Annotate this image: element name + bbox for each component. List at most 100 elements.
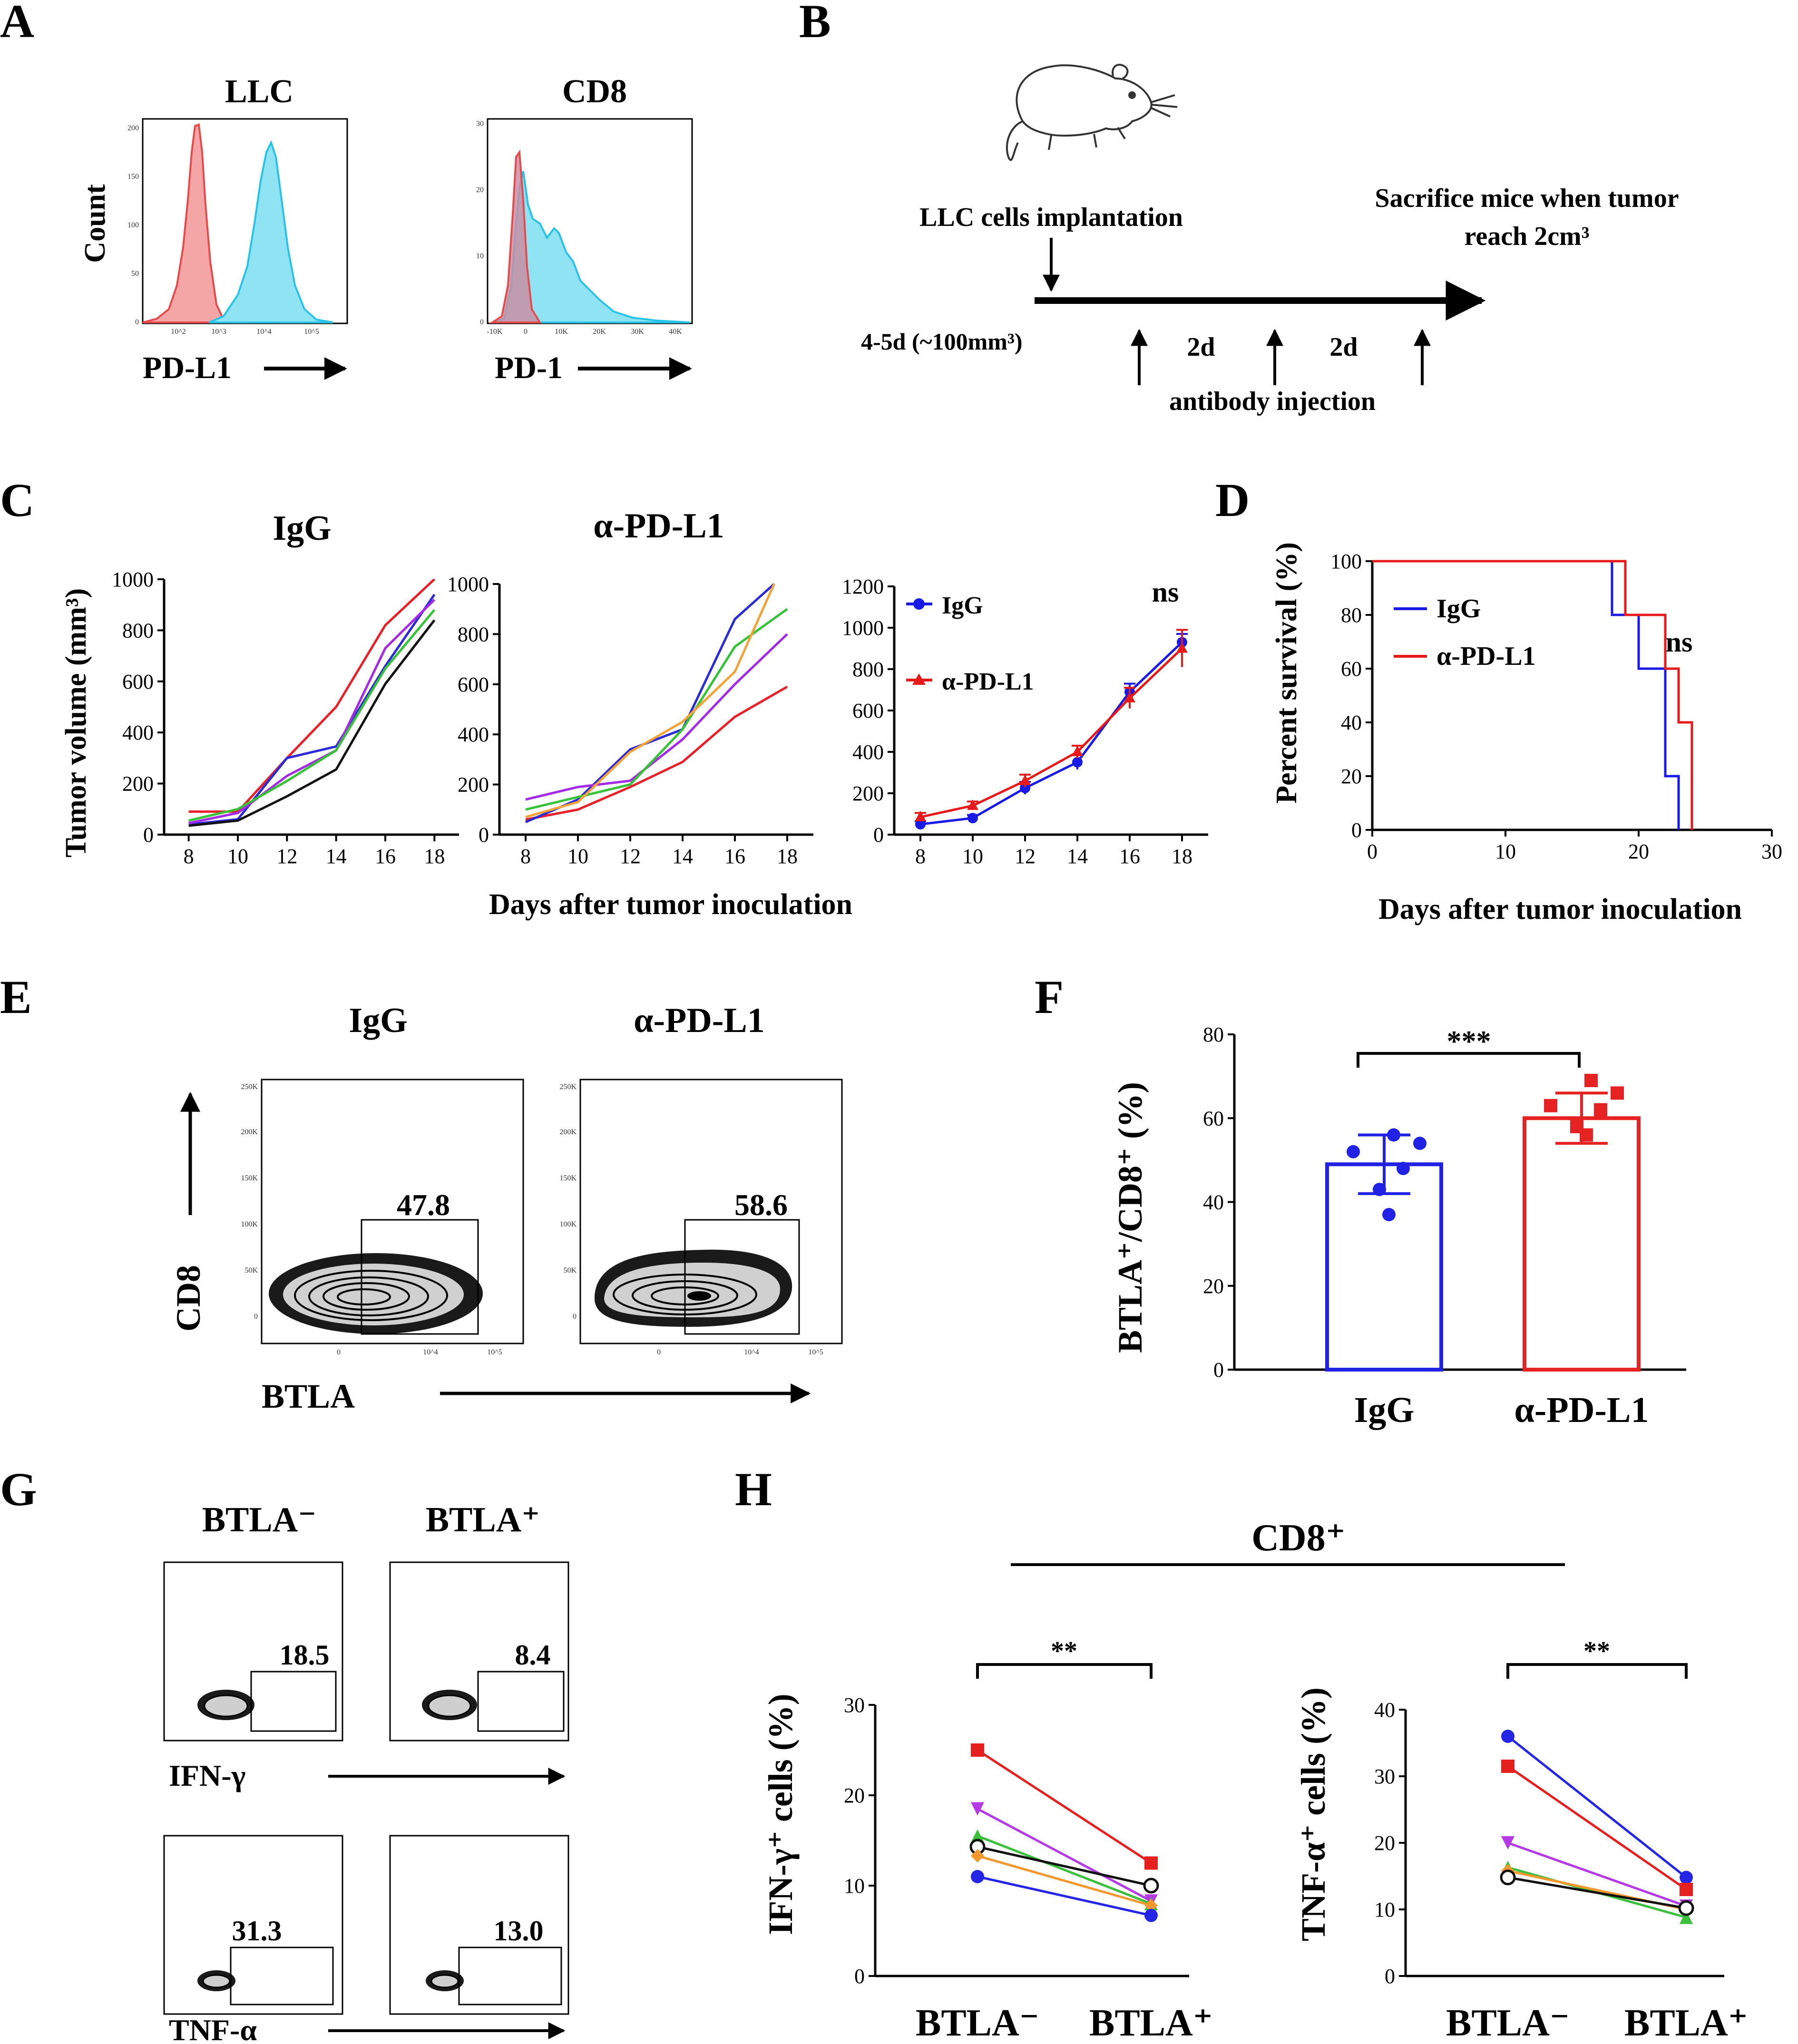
g-ifn-neg-frame bbox=[163, 1561, 343, 1742]
data-point bbox=[1124, 691, 1135, 702]
y-tick-label: 400 bbox=[122, 721, 154, 744]
paired-line-3 bbox=[1507, 1841, 1687, 1908]
y-tick-label: 80 bbox=[1203, 1023, 1224, 1046]
growth-line-3 bbox=[525, 633, 788, 801]
panel-letter-h: H bbox=[735, 1463, 772, 1516]
chart-h-tnf: 0 10 20 30 40 BTLA⁻ BTLA⁺ bbox=[1374, 1698, 1748, 2044]
data-point bbox=[1387, 1128, 1400, 1142]
data-point bbox=[971, 1870, 984, 1883]
data-point bbox=[915, 811, 926, 822]
llc-y-ticks: 0 50 100 150 200 bbox=[127, 124, 139, 326]
y-tick-label: 40 bbox=[1203, 1191, 1224, 1214]
data-point bbox=[1680, 1910, 1693, 1924]
chart-c-pdl1: 0 200 400 600 800 1000 8 10 12 14 16 18 bbox=[447, 573, 813, 868]
e-ytick: 200K bbox=[559, 1128, 577, 1136]
g-tnf-pos-frame bbox=[389, 1835, 569, 2015]
endpoint-line2: reach 2cm³ bbox=[1465, 222, 1590, 251]
g-ifn-pos-frame bbox=[389, 1561, 569, 1742]
cd8-ytick: 0 bbox=[480, 318, 484, 326]
chart-c-igg: 0 200 400 600 800 1000 8 10 12 14 16 18 bbox=[112, 568, 459, 868]
growth-line-4 bbox=[525, 608, 788, 811]
tumor-volume-ylabel: Tumor volume (mm³) bbox=[60, 588, 92, 857]
panel-letter-d: D bbox=[1215, 474, 1250, 526]
x-tick-label: 10 bbox=[567, 845, 588, 868]
data-point bbox=[1373, 1183, 1386, 1197]
h-left-sig-bracket bbox=[976, 1663, 1153, 1679]
interval-2: 2d bbox=[1329, 332, 1358, 362]
data-point bbox=[915, 819, 926, 830]
data-point bbox=[1584, 1073, 1598, 1087]
data-point bbox=[1019, 774, 1031, 785]
y-tick-label: 0 bbox=[1351, 818, 1362, 842]
data-point bbox=[1072, 757, 1083, 768]
pdl1-subtitle: α-PD-L1 bbox=[593, 506, 724, 545]
panel-h: CD8⁺ IFN-γ⁺ cells (%) TNF-α⁺ cells (%) 0… bbox=[762, 1517, 1748, 2044]
e-xtick: 0 bbox=[657, 1348, 661, 1356]
paired-line-6 bbox=[977, 1875, 1152, 1917]
data-point bbox=[1144, 1898, 1158, 1912]
e-pdl1-contour bbox=[595, 1249, 792, 1327]
endpoint-line1: Sacrifice mice when tumor bbox=[1375, 184, 1679, 213]
y-tick-label: 1200 bbox=[842, 575, 884, 598]
x-tick-label: 14 bbox=[326, 845, 347, 868]
e-xtick: 10^4 bbox=[744, 1348, 759, 1356]
f-ylabel: BTLA⁺/CD8⁺ (%) bbox=[1111, 1082, 1149, 1353]
e-ytick: 200K bbox=[241, 1128, 258, 1136]
growth-line-1 bbox=[525, 685, 788, 821]
y-tick-label: 60 bbox=[1203, 1107, 1224, 1130]
h-right-sig-bracket bbox=[1506, 1663, 1688, 1679]
g-ifn-pos-contour-inner bbox=[428, 1694, 471, 1717]
data-point bbox=[1501, 1730, 1515, 1743]
e-xtick: 10^5 bbox=[487, 1348, 502, 1356]
g-title-neg: BTLA⁻ bbox=[202, 1500, 317, 1539]
growth-line-4 bbox=[188, 609, 436, 822]
paired-line-1 bbox=[1507, 1735, 1687, 1879]
data-point bbox=[1500, 1869, 1516, 1886]
survival-curve-α-PD-L1 bbox=[1372, 560, 1693, 830]
e-cd8-ylabel: CD8 bbox=[169, 1265, 207, 1332]
category-label: BTLA⁻ bbox=[916, 2002, 1039, 2044]
data-point bbox=[1347, 1145, 1360, 1158]
y-tick-label: 10 bbox=[1374, 1898, 1395, 1921]
y-tick-label: 0 bbox=[854, 1965, 865, 1988]
cd8-y-ticks: 0 10 20 30 bbox=[476, 120, 484, 326]
cd8-ytick: 20 bbox=[476, 186, 484, 194]
g-tnf-neg-gate bbox=[230, 1947, 334, 2005]
cd8-title: CD8 bbox=[562, 73, 627, 110]
e-pdl1-x-ticks: 0 10^4 10^5 bbox=[657, 1348, 823, 1356]
data-point bbox=[1413, 1137, 1427, 1150]
y-tick-label: 0 bbox=[873, 823, 884, 847]
d-ns: ns bbox=[1666, 626, 1693, 658]
pdl1-xlabel: PD-L1 bbox=[143, 350, 232, 385]
panel-a: LLC CD8 Count 0 50 100 150 200 10^2 10^3… bbox=[79, 73, 693, 385]
data-point bbox=[1020, 783, 1030, 794]
y-tick-label: 30 bbox=[844, 1694, 865, 1717]
legend-marker-igg bbox=[913, 598, 925, 610]
g-tnf-pos-contour-inner bbox=[430, 1974, 459, 1988]
e-ytick: 150K bbox=[559, 1174, 577, 1182]
y-tick-label: 20 bbox=[1203, 1275, 1224, 1298]
legend-marker-pdl1 bbox=[912, 673, 926, 685]
data-point bbox=[1594, 1103, 1607, 1117]
g-tnf-neg-frame bbox=[163, 1835, 343, 2015]
h-left-sig: ** bbox=[1051, 1636, 1077, 1666]
e-igg-x-ticks: 0 10^4 10^5 bbox=[337, 1348, 502, 1356]
y-tick-label: 600 bbox=[122, 670, 154, 693]
mean-line-circle bbox=[920, 641, 1183, 826]
y-tick-label: 40 bbox=[1341, 711, 1362, 734]
chart-h-ifn: 0 10 20 30 BTLA⁻ BTLA⁺ bbox=[844, 1694, 1213, 2044]
y-tick-label: 200 bbox=[458, 773, 489, 797]
y-tick-label: 1000 bbox=[447, 573, 489, 596]
x-tick-label: 30 bbox=[1761, 840, 1782, 863]
h-right-sig: ** bbox=[1583, 1636, 1610, 1666]
x-tick-label: 12 bbox=[620, 845, 641, 868]
x-tick-label: 18 bbox=[424, 845, 445, 868]
c-xlabel: Days after tumor inoculation bbox=[489, 888, 852, 921]
y-tick-label: 0 bbox=[1213, 1358, 1224, 1382]
llc-xtick: 10^3 bbox=[211, 328, 226, 336]
e-ytick: 0 bbox=[254, 1313, 258, 1321]
panel-letter-b: B bbox=[799, 0, 831, 48]
e-ytick: 150K bbox=[241, 1174, 258, 1182]
cd8-xtick: 0 bbox=[524, 328, 528, 336]
